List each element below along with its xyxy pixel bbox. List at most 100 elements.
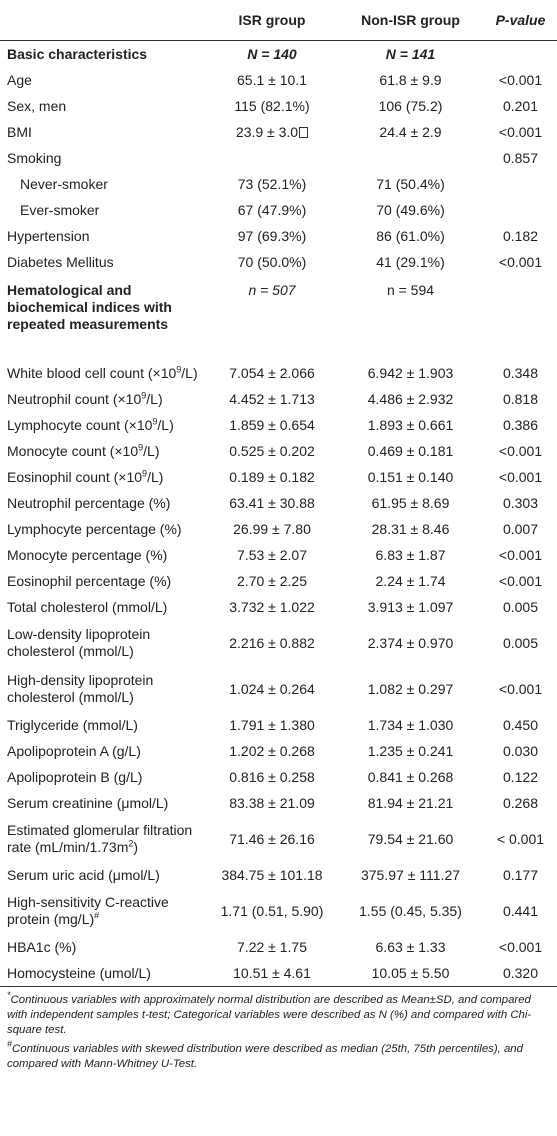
row-p-value: 0.441 <box>502 902 539 919</box>
row-label-text: Total cholesterol (mmol/L) <box>7 598 168 615</box>
row-label-superscript: 9 <box>142 467 148 478</box>
row-label-tail: /L) <box>146 390 163 407</box>
row-label: Lymphocyte count (×109/L) <box>0 412 207 438</box>
row-non-isr-value: 0.151 ± 0.140 <box>367 468 454 485</box>
row-label: Smoking <box>7 149 62 166</box>
row-p-value: 0.122 <box>502 768 539 785</box>
isr-value-text: 97 (69.3%) <box>237 227 307 244</box>
row-p-value: < 0.001 <box>496 830 545 847</box>
row-label: Neutrophil percentage (%) <box>0 490 207 516</box>
row-isr-value: 4.452 ± 1.713 <box>229 390 315 407</box>
row-non-isr-value: 24.4 ± 2.9 <box>379 123 442 140</box>
table-row: High-sensitivity C-reactive protein (mg/… <box>0 888 557 934</box>
row-label-text: High-density lipoprotein cholesterol (mm… <box>7 672 154 705</box>
row-isr-value: 3.732 ± 1.022 <box>229 598 315 615</box>
row-non-isr-value: 70 (49.6%) <box>376 201 445 218</box>
row-isr-value: 2.70 ± 2.25 <box>237 572 307 589</box>
section-row-basic: Basic characteristics N = 140 N = 141 <box>0 41 557 68</box>
row-p-value: <0.001 <box>498 572 543 589</box>
row-isr-value: 1.791 ± 1.380 <box>229 716 315 733</box>
table-row: Lymphocyte percentage (%) 26.99 ± 7.80 28.… <box>0 516 557 542</box>
row-label: Neutrophil count (×109/L) <box>0 386 207 412</box>
row-p-value <box>484 197 557 223</box>
row-non-isr-value: 71 (50.4%) <box>376 175 445 192</box>
row-label-tail: /L) <box>157 416 174 433</box>
table-row: Serum creatinine (μmol/L) 83.38 ± 21.09 81… <box>0 790 557 816</box>
row-p-value: 0.005 <box>502 634 539 651</box>
row-label-superscript: 9 <box>138 441 144 452</box>
row-label: Serum creatinine (μmol/L) <box>0 790 207 816</box>
table-row: Diabetes Mellitus 70 (50.0%) 41 (29.1%) <0.… <box>0 249 557 275</box>
row-non-isr-value: 6.942 ± 1.903 <box>367 364 454 381</box>
row-label-superscript: 9 <box>176 363 182 374</box>
row-non-isr-value: 6.63 ± 1.33 <box>375 938 446 955</box>
row-isr-value: 1.024 ± 0.264 <box>229 680 315 697</box>
row-label: BMI <box>7 123 32 140</box>
isr-value-text: 23.9 ± 3.0 <box>235 123 299 140</box>
row-p-value <box>484 171 557 197</box>
row-non-isr-value: 106 (75.2) <box>378 97 443 114</box>
footnote-1-mark: * <box>7 990 11 1001</box>
row-p-value: 0.348 <box>502 364 539 381</box>
table-row: Low-density lipoprotein cholesterol (mmo… <box>0 620 557 666</box>
header-isr-group: ISR group <box>238 12 306 28</box>
row-non-isr-value: 1.082 ± 0.297 <box>367 680 454 697</box>
footnote-2-text: Continuous variables with skewed distrib… <box>7 1043 523 1070</box>
footnote-1: *Continuous variables with approximately… <box>7 990 550 1038</box>
row-label: Apolipoprotein B (g/L) <box>0 764 207 790</box>
row-p-value: 0.030 <box>502 742 539 759</box>
row-isr-value: 26.99 ± 7.80 <box>233 520 311 537</box>
isr-value-text: 73 (52.1%) <box>237 175 307 192</box>
row-label: Eosinophil count (×109/L) <box>0 464 207 490</box>
table-body: Basic characteristics N = 140 N = 141 Ag… <box>0 41 557 987</box>
row-label: Eosinophil percentage (%) <box>0 568 207 594</box>
table-row: Homocysteine (umol/L) 10.51 ± 4.61 10.05 ±… <box>0 960 557 987</box>
row-p-value: 0.320 <box>502 964 539 981</box>
row-label: HBA1c (%) <box>0 934 207 960</box>
table-row: Lymphocyte count (×109/L) 1.859 ± 0.654 1.… <box>0 412 557 438</box>
row-label: Age <box>7 71 32 88</box>
row-isr-value: 7.054 ± 2.066 <box>229 364 315 381</box>
section-label: Hematological and biochemical indices wi… <box>7 282 172 332</box>
row-isr-value: 0.816 ± 0.258 <box>229 768 315 785</box>
table-row: Neutrophil percentage (%) 63.41 ± 30.88 61… <box>0 490 557 516</box>
row-label-superscript: 9 <box>152 415 158 426</box>
row-non-isr-value: 81.94 ± 21.21 <box>367 794 454 811</box>
row-p-value: 0.182 <box>502 227 539 244</box>
section-label: Basic characteristics <box>7 45 148 62</box>
row-label-text: Low-density lipoprotein cholesterol (mmo… <box>7 626 151 659</box>
section-row-hematology: Hematological and biochemical indices wi… <box>0 275 557 360</box>
table-row: Sex, men 115 (82.1%) 106 (75.2) 0.201 <box>0 93 557 119</box>
row-isr-value: 83.38 ± 21.09 <box>229 794 315 811</box>
row-non-isr-value: 1.893 ± 0.661 <box>367 416 454 433</box>
row-p-value: <0.001 <box>498 253 543 270</box>
section-n-isr: n = 507 <box>207 275 337 360</box>
row-non-isr-value: 2.374 ± 0.970 <box>367 634 454 651</box>
isr-value-text: 65.1 ± 10.1 <box>237 71 307 88</box>
isr-value-text: 67 (47.9%) <box>237 201 307 218</box>
header-non-isr-group: Non-ISR group <box>361 12 460 28</box>
row-label-text: Eosinophil count (×10 <box>7 468 143 485</box>
table-footnotes: *Continuous variables with approximately… <box>0 987 557 1072</box>
row-non-isr-value: 4.486 ± 2.932 <box>367 390 454 407</box>
row-p-value: 0.007 <box>502 520 539 537</box>
row-non-isr-value <box>337 145 484 171</box>
table-row: BMI 23.9 ± 3.0 24.4 ± 2.9 <0.001 <box>0 119 557 145</box>
row-isr-value: 97 (69.3%) <box>207 223 337 249</box>
row-p-value: 0.303 <box>502 494 539 511</box>
row-label-tail: /L) <box>143 442 160 459</box>
row-label-tail: /L) <box>147 468 164 485</box>
row-label: Hypertension <box>7 227 90 244</box>
table-row: Age 65.1 ± 10.1 61.8 ± 9.9 <0.001 <box>0 67 557 93</box>
row-p-value: <0.001 <box>498 938 543 955</box>
table-row: Estimated glomerular filtration rate (mL… <box>0 816 557 862</box>
table-row: Neutrophil count (×109/L) 4.452 ± 1.713 4.… <box>0 386 557 412</box>
row-label: Monocyte percentage (%) <box>0 542 207 568</box>
footnote-2: #Continuous variables with skewed distri… <box>7 1040 550 1072</box>
row-non-isr-value: 0.469 ± 0.181 <box>367 442 454 459</box>
row-label-text: Lymphocyte count (×10 <box>7 416 153 433</box>
isr-value-text: 70 (50.0%) <box>237 253 307 270</box>
row-isr-value: 1.859 ± 0.654 <box>229 416 315 433</box>
row-label-superscript: # <box>94 910 100 921</box>
